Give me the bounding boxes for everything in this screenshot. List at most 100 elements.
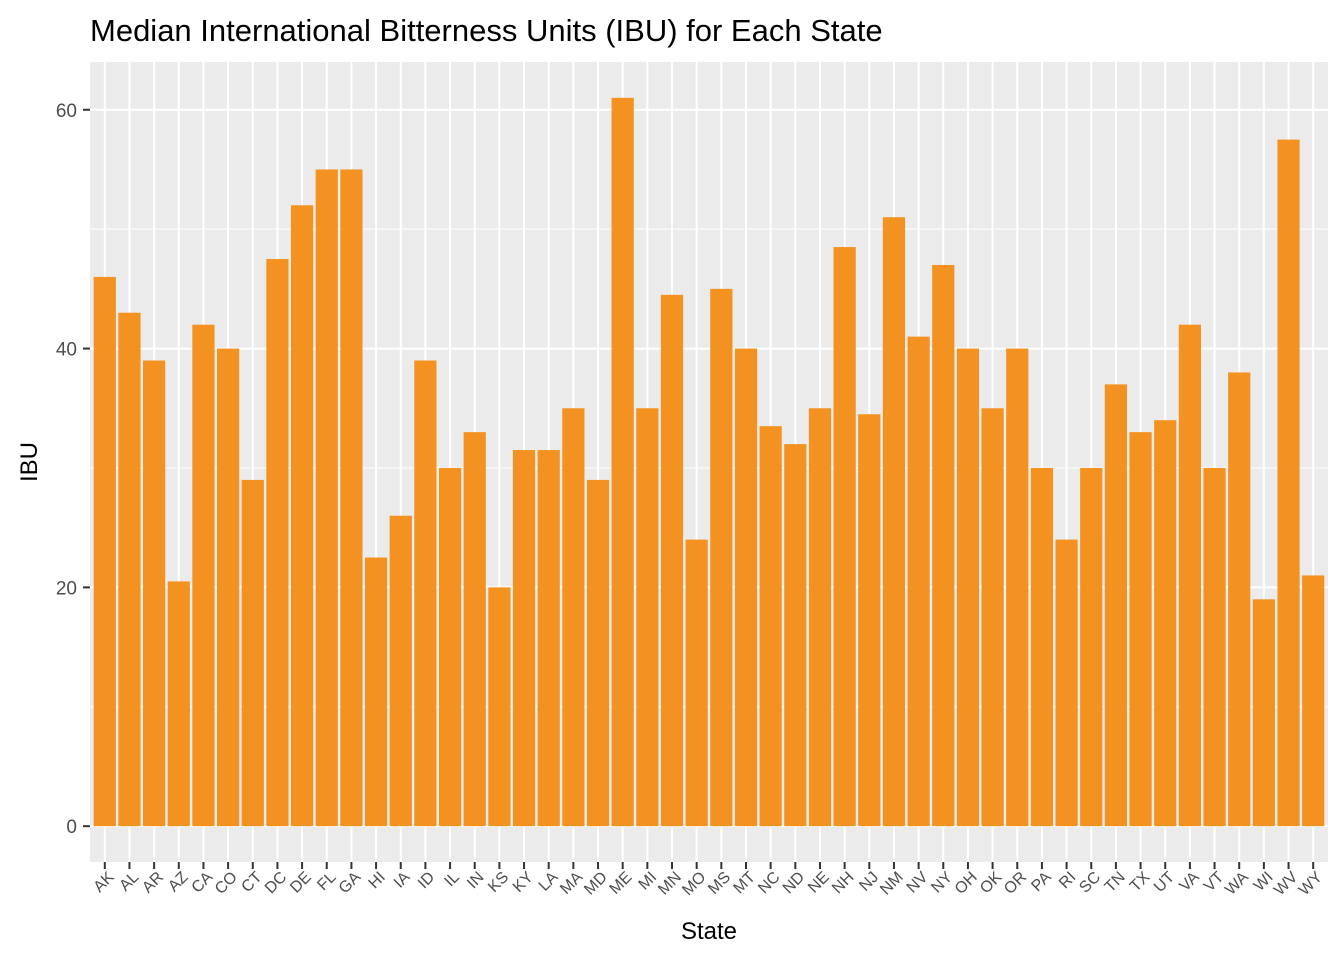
bar-or (1006, 348, 1029, 827)
bar-me (611, 97, 634, 827)
x-tick-label-wi: WI (1251, 869, 1277, 895)
x-tick-label-ct: CT (238, 869, 265, 896)
x-tick-label-ga: GA (336, 869, 365, 898)
bars (93, 97, 1325, 827)
bar-vt (1203, 467, 1226, 827)
x-tick-label-ia: IA (391, 869, 414, 892)
y-axis: 0 20 40 60 (56, 101, 90, 838)
bar-pa (1030, 467, 1054, 827)
x-tick-label-vt: VT (1201, 869, 1228, 896)
bar-in (463, 432, 486, 827)
bar-il (438, 467, 462, 827)
y-tick-label: 40 (56, 340, 77, 361)
bar-la (537, 450, 560, 827)
bar-de (290, 205, 314, 827)
bar-ks (488, 587, 511, 827)
x-tick-label-in: IN (464, 869, 487, 892)
x-tick-label-co: CO (212, 869, 241, 898)
bar-ut (1154, 420, 1177, 827)
bar-ca (192, 324, 215, 827)
bar-ma (562, 408, 585, 827)
bar-nj (858, 414, 881, 827)
x-tick-label-wa: WA (1222, 869, 1252, 899)
bar-ms (710, 288, 733, 827)
x-tick-label-az: AZ (165, 869, 192, 896)
x-tick-label-id: ID (415, 869, 438, 892)
x-tick-label-ak: AK (91, 869, 118, 896)
chart-title: Median International Bitterness Units (I… (90, 13, 883, 48)
bar-ar (143, 360, 166, 827)
bar-wi (1252, 599, 1275, 827)
x-tick-label-mo: MO (679, 869, 709, 899)
x-tick-label-md: MD (581, 869, 611, 899)
y-tick-label: 20 (56, 578, 77, 599)
bar-ky (512, 450, 536, 827)
bar-mn (660, 294, 684, 827)
bar-nh (833, 247, 856, 827)
x-tick-label-wv: WV (1271, 869, 1301, 899)
x-tick-label-nj: NJ (856, 869, 882, 895)
x-tick-label-ca: CA (189, 869, 217, 897)
x-tick-label-nm: NM (877, 869, 907, 899)
x-axis-label: State (681, 918, 737, 945)
bar-ga (340, 169, 363, 827)
x-tick-label-dc: DC (262, 869, 290, 897)
x-tick-label-ms: MS (705, 869, 734, 898)
x-tick-label-il: IL (441, 869, 463, 891)
bar-az (167, 581, 190, 827)
bar-nd (784, 444, 807, 827)
x-tick-label-ok: OK (977, 869, 1006, 898)
x-tick-label-ky: KY (510, 869, 537, 896)
y-tick-label: 60 (56, 101, 77, 122)
x-tick-label-hi: HI (366, 869, 389, 892)
bar-fl (315, 169, 338, 827)
y-axis-label: IBU (16, 442, 43, 482)
x-tick-label-or: OR (1001, 869, 1030, 898)
bar-sc (1080, 467, 1103, 827)
x-tick-label-wy: WY (1296, 869, 1326, 899)
bar-ri (1055, 539, 1078, 827)
bar-ne (808, 408, 832, 827)
bar-al (118, 312, 141, 827)
x-tick-label-ri: RI (1056, 869, 1079, 892)
x-tick-label-pa: PA (1028, 869, 1055, 896)
x-tick-label-ny: NY (928, 869, 956, 897)
x-tick-label-nh: NH (829, 869, 857, 897)
x-tick-label-de: DE (287, 869, 315, 897)
x-tick-label-mt: MT (730, 869, 759, 898)
x-tick-label-mn: MN (655, 869, 685, 899)
bar-md (586, 479, 610, 827)
x-tick-label-mi: MI (636, 869, 661, 894)
x-tick-label-la: LA (536, 869, 562, 895)
bar-wa (1228, 372, 1251, 827)
x-tick-label-ut: UT (1151, 869, 1178, 896)
bar-id (414, 360, 437, 827)
bar-dc (266, 259, 289, 827)
x-tick-label-ma: MA (557, 869, 586, 898)
bar-tx (1129, 432, 1152, 827)
bar-mo (685, 539, 708, 827)
bar-ak (93, 276, 116, 827)
bar-wv (1277, 139, 1300, 827)
x-tick-label-sc: SC (1076, 869, 1104, 897)
x-tick-label-tx: TX (1127, 869, 1154, 896)
bar-va (1178, 324, 1201, 827)
bar-mi (636, 408, 659, 827)
x-tick-label-va: VA (1176, 869, 1203, 896)
x-tick-label-me: ME (607, 869, 636, 898)
x-tick-label-fl: FL (314, 869, 339, 894)
x-tick-label-nd: ND (780, 869, 808, 897)
bar-nm (882, 217, 906, 827)
x-tick-label-oh: OH (952, 869, 981, 898)
bar-wy (1302, 575, 1325, 827)
x-tick-label-al: AL (116, 869, 142, 895)
bar-co (217, 348, 240, 827)
x-tick-label-nc: NC (755, 869, 783, 897)
bar-oh (956, 348, 980, 827)
bar-ok (981, 408, 1004, 827)
x-tick-label-ne: NE (805, 869, 833, 897)
x-tick-label-ks: KS (485, 869, 512, 896)
